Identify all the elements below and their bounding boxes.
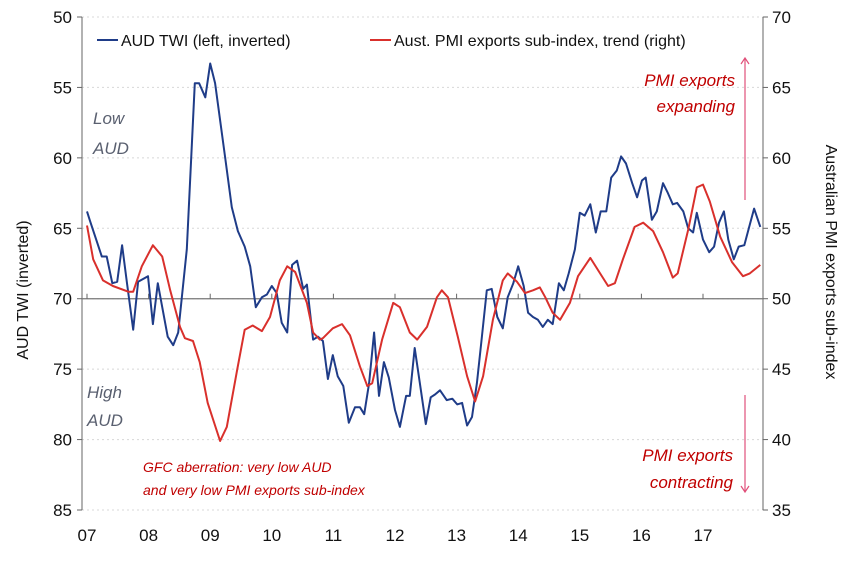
left-tick-label: 55 xyxy=(53,78,72,97)
series-lines xyxy=(86,62,762,442)
x-tick-label: 10 xyxy=(262,526,281,545)
left-axis-title: AUD TWI (inverted) xyxy=(15,220,32,359)
gfc-label-2: and very low PMI exports sub-index xyxy=(143,482,366,498)
x-tick-label: 17 xyxy=(694,526,713,545)
annotations: Low AUD High AUD PMI exports expanding P… xyxy=(86,56,750,498)
left-tick-label: 80 xyxy=(53,431,72,450)
left-axis-ticks: 50 55 60 65 70 75 80 85 xyxy=(53,8,82,520)
gridlines xyxy=(82,16,763,511)
low-aud-label-2: AUD xyxy=(92,139,129,158)
high-aud-label: High xyxy=(87,383,122,402)
x-tick-label: 09 xyxy=(201,526,220,545)
high-aud-label-2: AUD xyxy=(86,411,123,430)
x-tick-label: 14 xyxy=(509,526,528,545)
x-axis-ticks: 07 08 09 10 11 12 13 14 15 16 17 xyxy=(78,293,713,545)
left-tick-label: 70 xyxy=(53,290,72,309)
arrow-down-icon xyxy=(740,395,750,494)
series-line-aud-twi xyxy=(86,62,762,428)
contracting-label-2: contracting xyxy=(650,473,734,492)
right-tick-label: 45 xyxy=(772,360,791,379)
right-tick-label: 35 xyxy=(772,501,791,520)
x-tick-label: 11 xyxy=(325,526,343,545)
right-tick-label: 65 xyxy=(772,78,791,97)
right-tick-label: 40 xyxy=(772,431,791,450)
left-tick-label: 50 xyxy=(53,8,72,27)
contracting-label: PMI exports xyxy=(642,446,733,465)
right-axis-ticks: 70 65 60 55 50 45 40 35 xyxy=(763,8,791,520)
right-tick-label: 60 xyxy=(772,149,791,168)
x-tick-label: 13 xyxy=(447,526,466,545)
expanding-label-2: expanding xyxy=(657,97,736,116)
x-tick-label: 08 xyxy=(139,526,158,545)
right-tick-label: 55 xyxy=(772,219,791,238)
right-axis-title: Australian PMI exports sub-index xyxy=(822,145,839,380)
x-tick-label: 16 xyxy=(632,526,651,545)
legend-label-aud-twi: AUD TWI (left, inverted) xyxy=(121,33,291,50)
left-tick-label: 65 xyxy=(53,219,72,238)
gfc-label: GFC aberration: very low AUD xyxy=(143,459,332,475)
legend: AUD TWI (left, inverted) Aust. PMI expor… xyxy=(97,33,686,50)
x-tick-label: 15 xyxy=(570,526,589,545)
left-tick-label: 85 xyxy=(53,501,72,520)
left-tick-label: 60 xyxy=(53,149,72,168)
legend-label-pmi: Aust. PMI exports sub-index, trend (righ… xyxy=(394,33,686,50)
x-tick-label: 12 xyxy=(386,526,405,545)
left-tick-label: 75 xyxy=(53,360,72,379)
low-aud-label: Low xyxy=(93,109,126,128)
arrow-up-icon xyxy=(740,56,750,200)
right-tick-label: 70 xyxy=(772,8,791,27)
series-line-pmi-exports xyxy=(86,183,761,442)
x-tick-label: 07 xyxy=(78,526,97,545)
right-tick-label: 50 xyxy=(772,290,791,309)
expanding-label: PMI exports xyxy=(644,71,735,90)
